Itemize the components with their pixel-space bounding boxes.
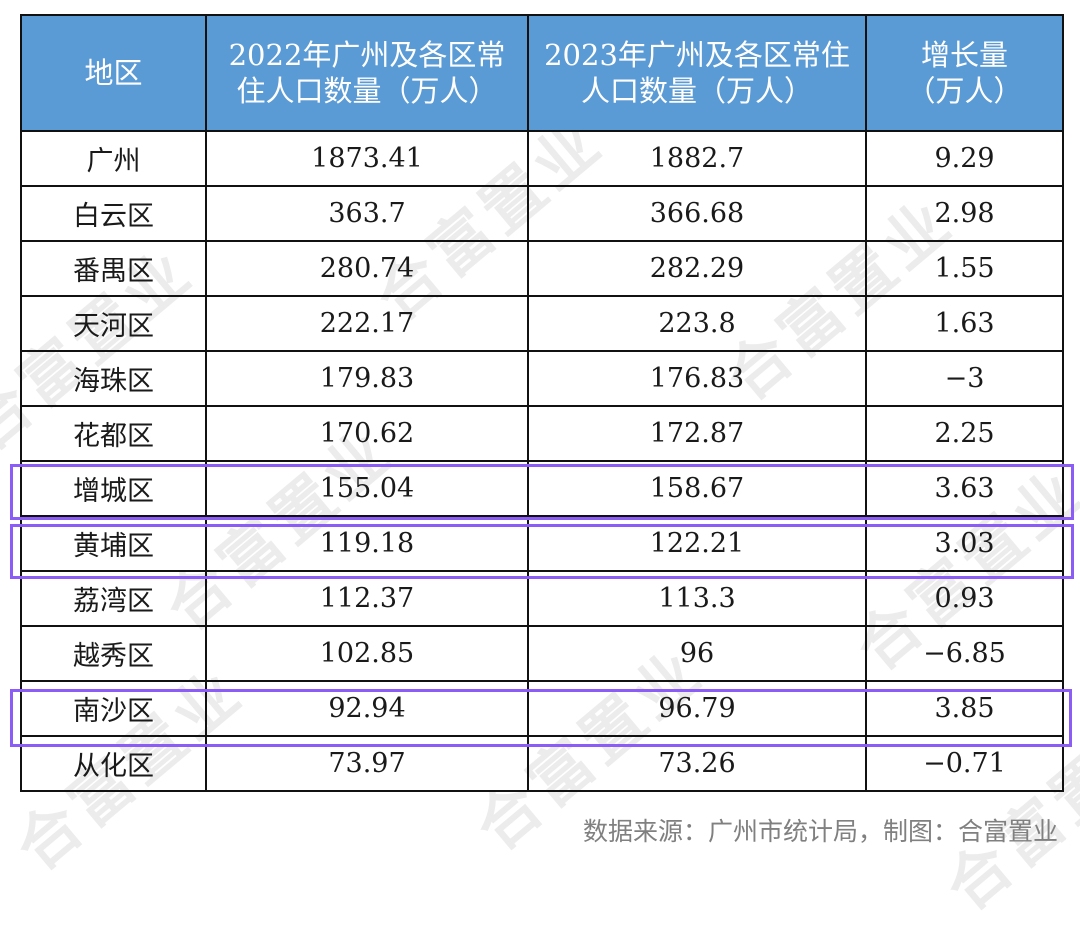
region-cell: 花都区 <box>20 405 207 462</box>
highlight-box-nansha <box>10 689 1072 747</box>
table-row: 越秀区 102.85 96 −6.85 <box>20 625 1064 682</box>
pop-2023-cell: 172.87 <box>527 405 867 462</box>
growth-cell: 1.63 <box>865 295 1064 352</box>
pop-2022-cell: 222.17 <box>205 295 529 352</box>
header-pop-2022: 2022年广州及各区常住人口数量（万人） <box>205 14 529 132</box>
pop-2022-cell: 112.37 <box>205 570 529 627</box>
growth-cell: −6.85 <box>865 625 1064 682</box>
table-row: 番禺区 280.74 282.29 1.55 <box>20 240 1064 297</box>
pop-2022-cell: 102.85 <box>205 625 529 682</box>
pop-2022-cell: 280.74 <box>205 240 529 297</box>
growth-cell: 3.63 <box>865 460 1064 517</box>
growth-cell: −3 <box>865 350 1064 407</box>
growth-cell: 0.93 <box>865 570 1064 627</box>
table-row: 白云区 363.7 366.68 2.98 <box>20 185 1064 242</box>
pop-2023-cell: 158.67 <box>527 460 867 517</box>
header-growth: 增长量（万人） <box>865 14 1064 132</box>
pop-2023-cell: 366.68 <box>527 185 867 242</box>
growth-cell: 1.55 <box>865 240 1064 297</box>
pop-2023-cell: 1882.7 <box>527 130 867 187</box>
pop-2023-cell: 282.29 <box>527 240 867 297</box>
region-cell: 荔湾区 <box>20 570 207 627</box>
table-row: 荔湾区 112.37 113.3 0.93 <box>20 570 1064 627</box>
growth-cell: 2.98 <box>865 185 1064 242</box>
population-table: 地区 2022年广州及各区常住人口数量（万人） 2023年广州及各区常住人口数量… <box>20 14 1064 792</box>
table-row: 海珠区 179.83 176.83 −3 <box>20 350 1064 407</box>
header-region: 地区 <box>20 14 207 132</box>
region-cell: 白云区 <box>20 185 207 242</box>
region-cell: 广州 <box>20 130 207 187</box>
pop-2022-cell: 179.83 <box>205 350 529 407</box>
pop-2022-cell: 155.04 <box>205 460 529 517</box>
table-row: 花都区 170.62 172.87 2.25 <box>20 405 1064 462</box>
pop-2023-cell: 223.8 <box>527 295 867 352</box>
highlight-box-zengcheng <box>10 464 1074 520</box>
table-row: 广州 1873.41 1882.7 9.29 <box>20 130 1064 187</box>
growth-cell: 9.29 <box>865 130 1064 187</box>
pop-2023-cell: 96 <box>527 625 867 682</box>
source-note: 数据来源：广州市统计局，制图：合富置业 <box>582 817 1058 846</box>
table-row: 天河区 222.17 223.8 1.63 <box>20 295 1064 352</box>
pop-2022-cell: 170.62 <box>205 405 529 462</box>
growth-cell: 2.25 <box>865 405 1064 462</box>
region-cell: 海珠区 <box>20 350 207 407</box>
region-cell: 天河区 <box>20 295 207 352</box>
pop-2022-cell: 363.7 <box>205 185 529 242</box>
region-cell: 番禺区 <box>20 240 207 297</box>
region-cell: 增城区 <box>20 460 207 517</box>
table-row: 增城区 155.04 158.67 3.63 <box>20 460 1064 517</box>
header-pop-2023: 2023年广州及各区常住人口数量（万人） <box>527 14 867 132</box>
pop-2023-cell: 176.83 <box>527 350 867 407</box>
header-row: 地区 2022年广州及各区常住人口数量（万人） 2023年广州及各区常住人口数量… <box>20 14 1064 132</box>
region-cell: 越秀区 <box>20 625 207 682</box>
highlight-box-huangpu <box>10 524 1074 579</box>
pop-2023-cell: 113.3 <box>527 570 867 627</box>
pop-2022-cell: 1873.41 <box>205 130 529 187</box>
